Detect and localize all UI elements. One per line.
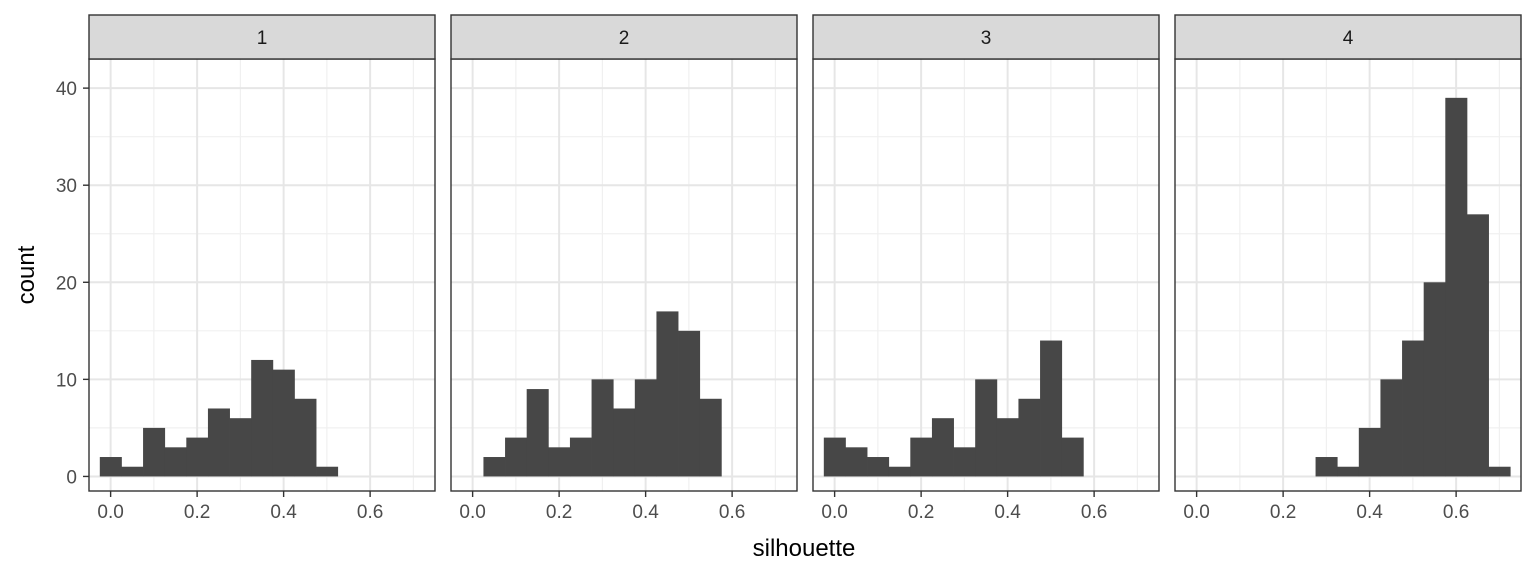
histogram-bar xyxy=(186,437,209,477)
x-tick-label: 0.2 xyxy=(1270,502,1296,523)
x-tick-label: 0.0 xyxy=(1183,502,1209,523)
histogram-bar xyxy=(996,418,1019,477)
facet-strip-label: 1 xyxy=(257,28,268,49)
histogram-bar xyxy=(548,447,571,477)
histogram-bar xyxy=(316,466,339,477)
facet-strip-label: 2 xyxy=(619,28,630,49)
x-tick-label: 0.2 xyxy=(184,502,210,523)
histogram-bar xyxy=(207,408,230,477)
facet-strip xyxy=(88,14,436,60)
histogram-bar xyxy=(931,418,954,477)
facet-panel-1: 1 0.0 0.2 0.4 0.6 0 10 20 30 40 xyxy=(56,14,436,523)
x-tick-label: 0.0 xyxy=(821,502,847,523)
histogram-bar xyxy=(656,311,679,477)
facet-strip-label: 4 xyxy=(1343,28,1354,49)
histogram-bar xyxy=(591,379,614,477)
histogram-bar xyxy=(143,427,166,477)
histogram-bar xyxy=(1402,340,1425,477)
facet-strip xyxy=(812,14,1160,60)
x-tick-label: 0.4 xyxy=(994,502,1021,523)
histogram-bar xyxy=(1423,282,1446,477)
facet-strip-label: 3 xyxy=(981,28,992,49)
histogram-bar xyxy=(678,330,701,477)
histogram-bar xyxy=(569,437,592,477)
y-tick-label: 10 xyxy=(56,370,77,391)
x-tick-label: 0.4 xyxy=(1356,502,1383,523)
x-tick-label: 0.0 xyxy=(97,502,123,523)
histogram-bar xyxy=(867,457,890,477)
x-tick-label: 0.2 xyxy=(908,502,934,523)
y-tick-label: 30 xyxy=(56,176,77,197)
facet-panels: 1 0.0 0.2 0.4 0.6 0 10 20 30 40 2 0.0 0.2 0.4 0.6 3 0.0 0… xyxy=(56,14,1522,523)
facet-panel-2: 2 0.0 0.2 0.4 0.6 xyxy=(450,14,798,523)
histogram-bar xyxy=(526,389,549,477)
histogram-bar xyxy=(272,369,295,477)
histogram-bar xyxy=(121,466,144,477)
facet-strip xyxy=(450,14,798,60)
facet-panel-4: 4 0.0 0.2 0.4 0.6 xyxy=(1174,14,1522,523)
histogram-bar xyxy=(1445,97,1468,477)
histogram-bar xyxy=(975,379,998,477)
histogram-bar xyxy=(483,457,506,477)
histogram-bar xyxy=(1337,466,1360,477)
histogram-bar xyxy=(1040,340,1063,477)
x-tick-label: 0.4 xyxy=(632,502,659,523)
histogram-bar xyxy=(823,437,846,477)
histogram-bar xyxy=(294,398,317,477)
histogram-bar xyxy=(1315,457,1338,477)
histogram-bar xyxy=(1466,214,1489,477)
histogram-bar xyxy=(229,418,252,477)
x-tick-label: 0.2 xyxy=(546,502,572,523)
histogram-bar xyxy=(1018,398,1041,477)
histogram-bar xyxy=(699,398,722,477)
histogram-bar xyxy=(164,447,187,477)
histogram-bar xyxy=(845,447,868,477)
histogram-bar xyxy=(1061,437,1084,477)
x-tick-label: 0.6 xyxy=(1081,502,1107,523)
histogram-bar xyxy=(1488,466,1511,477)
x-tick-label: 0.6 xyxy=(357,502,383,523)
y-axis-title: count xyxy=(13,245,40,304)
x-tick-label: 0.6 xyxy=(1443,502,1469,523)
y-tick-label: 40 xyxy=(56,79,77,100)
histogram-bar xyxy=(910,437,933,477)
histogram-bar xyxy=(634,379,657,477)
histogram-bar xyxy=(99,457,122,477)
y-tick-label: 20 xyxy=(56,273,77,294)
x-axis-title: silhouette xyxy=(753,535,856,562)
x-tick-label: 0.6 xyxy=(719,502,745,523)
x-tick-label: 0.4 xyxy=(270,502,297,523)
histogram-bar xyxy=(251,359,274,477)
histogram-bar xyxy=(613,408,636,477)
facet-panel-3: 3 0.0 0.2 0.4 0.6 xyxy=(812,14,1160,523)
histogram-bar xyxy=(1380,379,1403,477)
histogram-bar xyxy=(505,437,528,477)
facet-strip xyxy=(1174,14,1522,60)
x-tick-label: 0.0 xyxy=(459,502,485,523)
histogram-bar xyxy=(888,466,911,477)
histogram-bar xyxy=(953,447,976,477)
histogram-bar xyxy=(1358,427,1381,477)
y-tick-label: 0 xyxy=(66,467,77,488)
